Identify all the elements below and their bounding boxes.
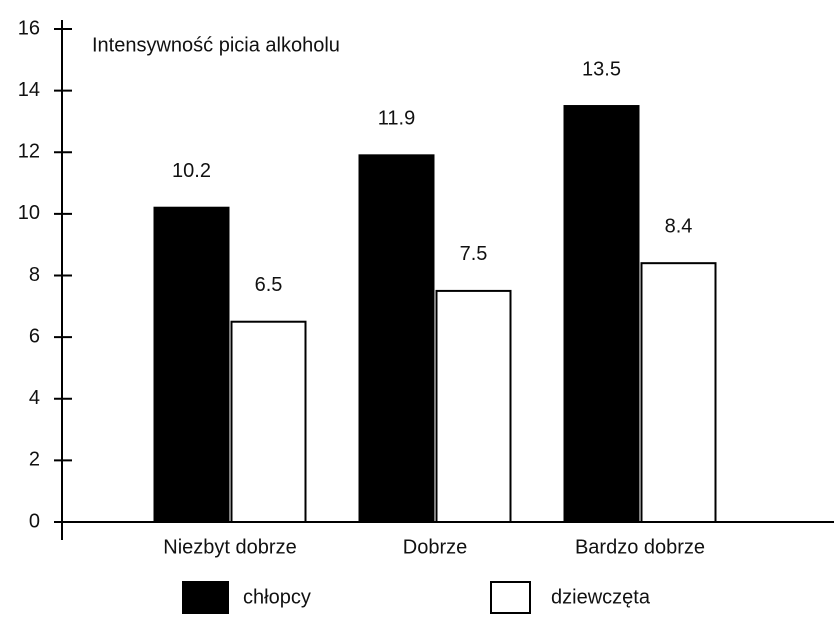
value-label: 6.5 <box>255 274 283 296</box>
y-tick-label: 0 <box>29 510 40 532</box>
value-label: 11.9 <box>378 108 415 130</box>
y-tick-label: 8 <box>29 264 40 286</box>
bar <box>358 154 435 524</box>
bar <box>563 105 640 523</box>
y-tick-label: 16 <box>18 17 40 39</box>
y-tick-label: 6 <box>29 325 40 347</box>
legend-swatch <box>490 581 531 614</box>
y-tick-label: 12 <box>18 141 40 163</box>
y-tick-label: 4 <box>29 387 40 409</box>
bar <box>435 289 512 523</box>
y-tick-label: 14 <box>18 79 40 101</box>
legend-label: chłopcy <box>243 586 311 608</box>
legend-swatch <box>182 581 229 614</box>
legend-label: dziewczęta <box>551 586 651 608</box>
bar <box>153 206 230 523</box>
bar <box>230 320 307 523</box>
value-label: 8.4 <box>665 215 693 237</box>
x-tick-label: Bardzo dobrze <box>575 536 705 558</box>
value-label: 10.2 <box>172 160 211 182</box>
y-tick-label: 10 <box>18 202 40 224</box>
y-tick-label: 2 <box>29 449 40 471</box>
value-label: 13.5 <box>582 58 621 80</box>
bar <box>640 262 717 523</box>
value-label: 7.5 <box>460 243 488 265</box>
x-tick-label: Niezbyt dobrze <box>163 536 296 558</box>
x-tick-label: Dobrze <box>403 536 467 558</box>
y-axis-label: Intensywność picia alkoholu <box>92 34 340 56</box>
